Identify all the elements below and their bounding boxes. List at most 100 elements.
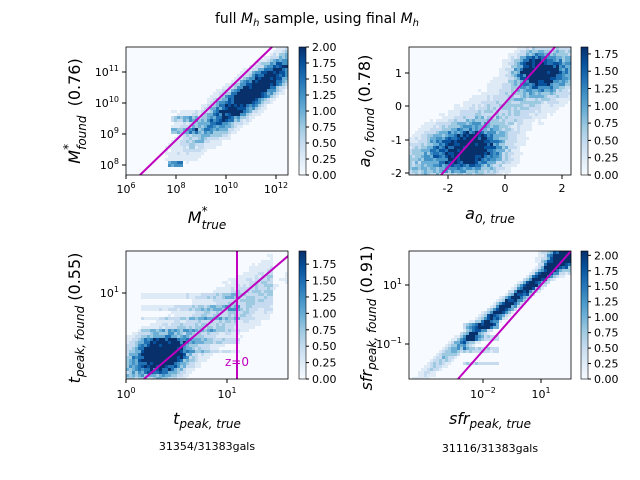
heatmap-cell bbox=[520, 92, 523, 95]
heatmap-cell bbox=[228, 128, 231, 131]
heatmap-cell bbox=[541, 113, 544, 116]
heatmap-cell bbox=[234, 275, 237, 278]
heatmap-cell bbox=[153, 377, 156, 379]
heatmap-cell bbox=[523, 128, 526, 131]
heatmap-cell bbox=[562, 62, 565, 65]
heatmap-cell bbox=[526, 56, 529, 59]
heatmap-cell bbox=[502, 149, 505, 152]
heatmap-cell bbox=[198, 314, 201, 317]
heatmap-cell bbox=[529, 299, 532, 302]
heatmap-cell bbox=[556, 68, 559, 71]
colorbar-tick-label: 1.75 bbox=[312, 57, 337, 70]
heatmap-cell bbox=[430, 155, 433, 158]
heatmap-cell bbox=[201, 107, 204, 110]
heatmap-cell bbox=[168, 353, 171, 356]
heatmap-cell bbox=[174, 155, 177, 158]
heatmap-cell bbox=[168, 152, 171, 155]
heatmap-cell bbox=[141, 341, 144, 344]
heatmap-cell bbox=[502, 173, 505, 175]
heatmap-cell bbox=[237, 107, 240, 110]
heatmap-cell bbox=[207, 98, 210, 101]
heatmap-cell bbox=[165, 158, 168, 161]
heatmap-cell bbox=[490, 137, 493, 140]
heatmap-cell bbox=[270, 101, 273, 104]
heatmap-cell bbox=[198, 311, 201, 314]
heatmap-cell bbox=[511, 296, 514, 299]
heatmap-cell bbox=[252, 329, 255, 332]
heatmap-cell bbox=[195, 293, 198, 296]
heatmap-cell bbox=[171, 158, 174, 161]
heatmap-cell bbox=[472, 104, 475, 107]
heatmap-cell bbox=[156, 296, 159, 299]
heatmap-cell bbox=[162, 371, 165, 374]
heatmap-cell bbox=[550, 260, 553, 263]
heatmap-cell bbox=[421, 119, 424, 122]
heatmap-cell bbox=[538, 128, 541, 131]
heatmap-cell bbox=[433, 113, 436, 116]
heatmap-cell bbox=[162, 359, 165, 362]
heatmap-cell bbox=[505, 143, 508, 146]
heatmap-cell bbox=[153, 308, 156, 311]
heatmap-cell bbox=[442, 116, 445, 119]
heatmap-cell bbox=[436, 164, 439, 167]
heatmap-cell bbox=[171, 377, 174, 379]
heatmap-cell bbox=[457, 335, 460, 338]
heatmap-cell bbox=[529, 131, 532, 134]
heatmap-cell bbox=[493, 89, 496, 92]
heatmap-cell bbox=[541, 260, 544, 263]
heatmap-cell bbox=[207, 314, 210, 317]
heatmap-cell bbox=[505, 56, 508, 59]
heatmap-cell bbox=[186, 119, 189, 122]
heatmap-cell bbox=[276, 293, 279, 296]
heatmap-cell bbox=[267, 59, 270, 62]
heatmap-cell bbox=[162, 335, 165, 338]
x-axis-label-sfrpeak: sfrpeak, true bbox=[449, 409, 531, 431]
heatmap-cell bbox=[168, 305, 171, 308]
heatmap-cell bbox=[523, 74, 526, 77]
heatmap-cell bbox=[529, 68, 532, 71]
heatmap-cell bbox=[195, 137, 198, 140]
heatmap-cell bbox=[261, 311, 264, 314]
heatmap-cell bbox=[520, 137, 523, 140]
heatmap-cell bbox=[234, 344, 237, 347]
heatmap-cell bbox=[201, 335, 204, 338]
heatmap-cell bbox=[150, 377, 153, 379]
heatmap-cell bbox=[243, 296, 246, 299]
heatmap-cell bbox=[132, 347, 135, 350]
heatmap-cell bbox=[481, 314, 484, 317]
heatmap-cell bbox=[204, 308, 207, 311]
heatmap-cell bbox=[538, 101, 541, 104]
heatmap-cell bbox=[517, 53, 520, 56]
y-tick-label: -2 bbox=[391, 167, 402, 180]
y-tick-label: 0 bbox=[395, 100, 402, 113]
heatmap-cell bbox=[183, 134, 186, 137]
heatmap-cell bbox=[463, 347, 466, 350]
heatmap-cell bbox=[448, 359, 451, 362]
heatmap-cell bbox=[478, 338, 481, 341]
heatmap-cell bbox=[568, 254, 571, 257]
heatmap-cell bbox=[496, 134, 499, 137]
heatmap-cell bbox=[520, 56, 523, 59]
heatmap-cell bbox=[493, 74, 496, 77]
heatmap-cell bbox=[240, 272, 243, 275]
heatmap-cell bbox=[210, 302, 213, 305]
heatmap-cell bbox=[559, 98, 562, 101]
heatmap-cell bbox=[279, 278, 282, 281]
heatmap-cell bbox=[436, 371, 439, 374]
heatmap-cell bbox=[276, 272, 279, 275]
heatmap-cell bbox=[189, 161, 192, 164]
heatmap-cell bbox=[165, 167, 168, 170]
heatmap-cell bbox=[255, 83, 258, 86]
heatmap-cell bbox=[180, 149, 183, 152]
heatmap-cell bbox=[475, 137, 478, 140]
heatmap-cell bbox=[186, 356, 189, 359]
heatmap-cell bbox=[198, 350, 201, 353]
heatmap-cell bbox=[273, 68, 276, 71]
heatmap-cell bbox=[174, 125, 177, 128]
heatmap-cell bbox=[249, 263, 252, 266]
heatmap-cell bbox=[138, 347, 141, 350]
heatmap-cells-tpeak bbox=[126, 251, 288, 379]
heatmap-cell bbox=[267, 284, 270, 287]
heatmap-cell bbox=[183, 371, 186, 374]
heatmap-cell bbox=[216, 320, 219, 323]
